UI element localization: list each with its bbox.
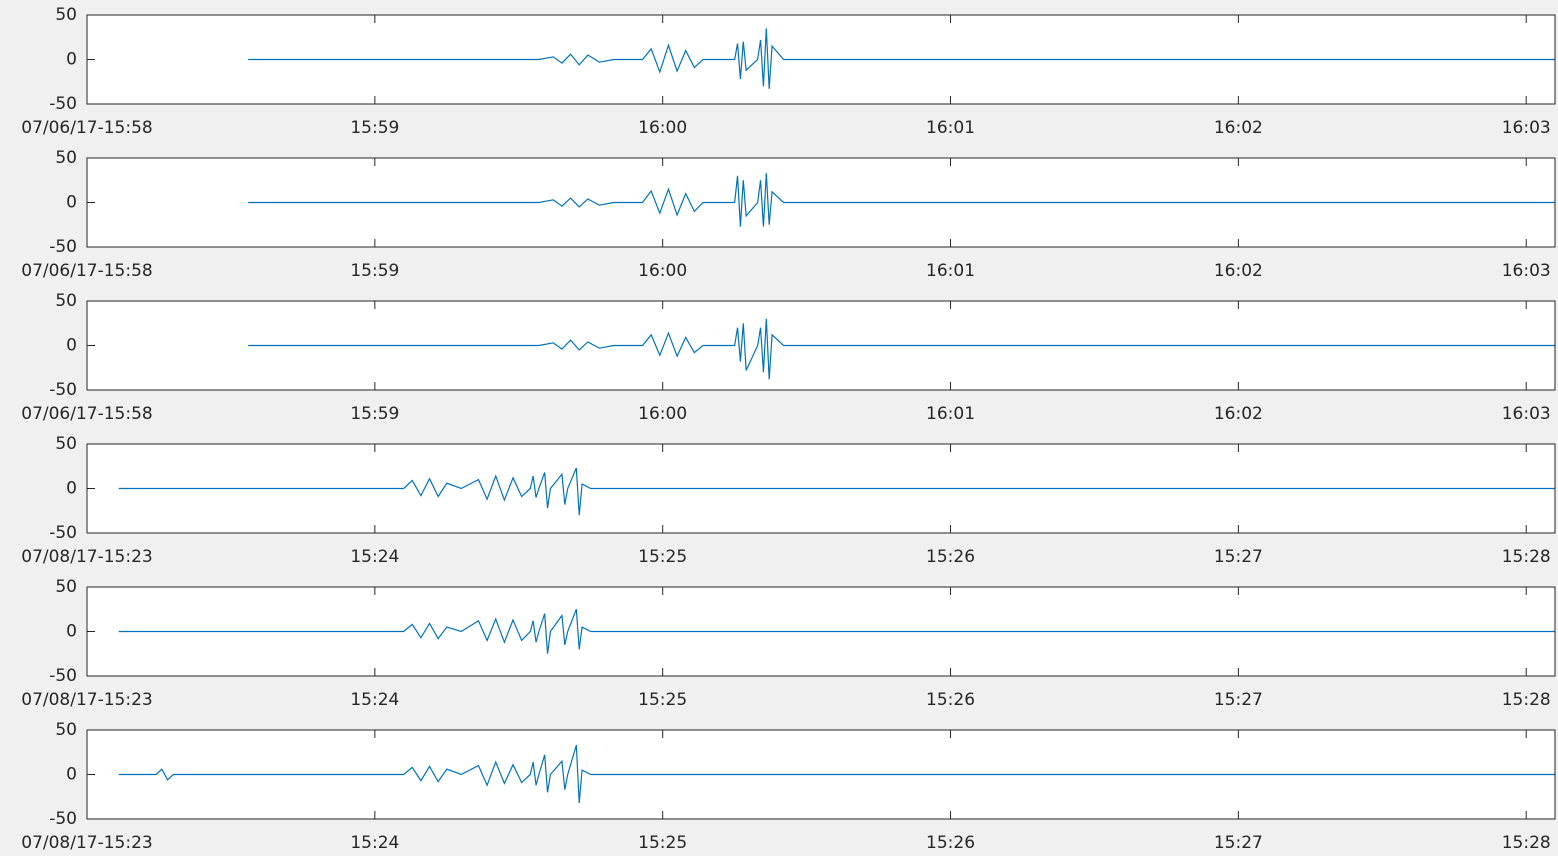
signal-line <box>248 318 1555 380</box>
x-tick-label: 16:02 <box>1214 404 1263 424</box>
x-tick-label: 16:01 <box>926 261 975 281</box>
x-tick-label: 15:27 <box>1214 833 1263 853</box>
y-tick-label: 0 <box>66 765 77 785</box>
axes-box <box>86 14 1556 105</box>
x-tick-label: 16:03 <box>1502 118 1551 138</box>
axes-box <box>86 586 1556 677</box>
x-tick-label: 07/08/17-15:23 <box>21 833 152 853</box>
x-tick-label: 15:59 <box>350 404 399 424</box>
x-tick-label: 07/08/17-15:23 <box>21 547 152 567</box>
x-tick-label: 16:03 <box>1502 404 1551 424</box>
axes-box <box>86 157 1556 248</box>
y-tick-label: 0 <box>66 336 77 356</box>
signal-line <box>118 744 1555 804</box>
x-tick-label: 15:25 <box>638 690 687 710</box>
x-tick-label: 15:27 <box>1214 547 1263 567</box>
x-tick-label: 16:02 <box>1214 261 1263 281</box>
x-tick-label: 15:24 <box>350 833 399 853</box>
x-tick-label: 16:00 <box>638 261 687 281</box>
axes-box <box>86 729 1556 820</box>
x-tick-label: 16:01 <box>926 404 975 424</box>
x-tick-label: 16:03 <box>1502 261 1551 281</box>
x-tick-label: 15:26 <box>926 690 975 710</box>
y-tick-label: -50 <box>49 380 77 400</box>
y-tick-label: 0 <box>66 193 77 213</box>
y-tick-label: -50 <box>49 237 77 257</box>
x-tick-label: 15:28 <box>1502 547 1551 567</box>
y-tick-label: 0 <box>66 479 77 499</box>
x-tick-label: 16:00 <box>638 118 687 138</box>
signal-line <box>118 467 1555 516</box>
y-tick-label: 50 <box>55 720 77 740</box>
x-tick-label: 15:59 <box>350 118 399 138</box>
y-tick-label: 50 <box>55 577 77 597</box>
axes-box <box>86 443 1556 534</box>
x-tick-label: 15:28 <box>1502 690 1551 710</box>
y-tick-label: 50 <box>55 434 77 454</box>
axes-box <box>86 300 1556 391</box>
y-tick-label: -50 <box>49 809 77 829</box>
x-tick-label: 15:24 <box>350 690 399 710</box>
x-tick-label: 07/06/17-15:58 <box>21 404 152 424</box>
x-tick-label: 15:28 <box>1502 833 1551 853</box>
x-tick-label: 07/08/17-15:23 <box>21 690 152 710</box>
y-tick-label: 50 <box>55 148 77 168</box>
x-tick-label: 15:25 <box>638 833 687 853</box>
y-tick-label: 0 <box>66 622 77 642</box>
x-tick-label: 16:02 <box>1214 118 1263 138</box>
x-tick-label: 07/06/17-15:58 <box>21 118 152 138</box>
x-tick-label: 16:00 <box>638 404 687 424</box>
x-tick-label: 15:27 <box>1214 690 1263 710</box>
signal-line <box>118 609 1555 654</box>
x-tick-label: 15:26 <box>926 833 975 853</box>
x-tick-label: 15:59 <box>350 261 399 281</box>
y-tick-label: 50 <box>55 5 77 25</box>
y-tick-label: 50 <box>55 291 77 311</box>
signal-line <box>248 173 1555 227</box>
x-tick-label: 15:25 <box>638 547 687 567</box>
x-tick-label: 15:26 <box>926 547 975 567</box>
y-tick-label: -50 <box>49 666 77 686</box>
x-tick-label: 07/06/17-15:58 <box>21 261 152 281</box>
signal-line <box>248 28 1555 89</box>
y-tick-label: -50 <box>49 523 77 543</box>
y-tick-label: -50 <box>49 94 77 114</box>
y-tick-label: 0 <box>66 50 77 70</box>
x-tick-label: 15:24 <box>350 547 399 567</box>
x-tick-label: 16:01 <box>926 118 975 138</box>
